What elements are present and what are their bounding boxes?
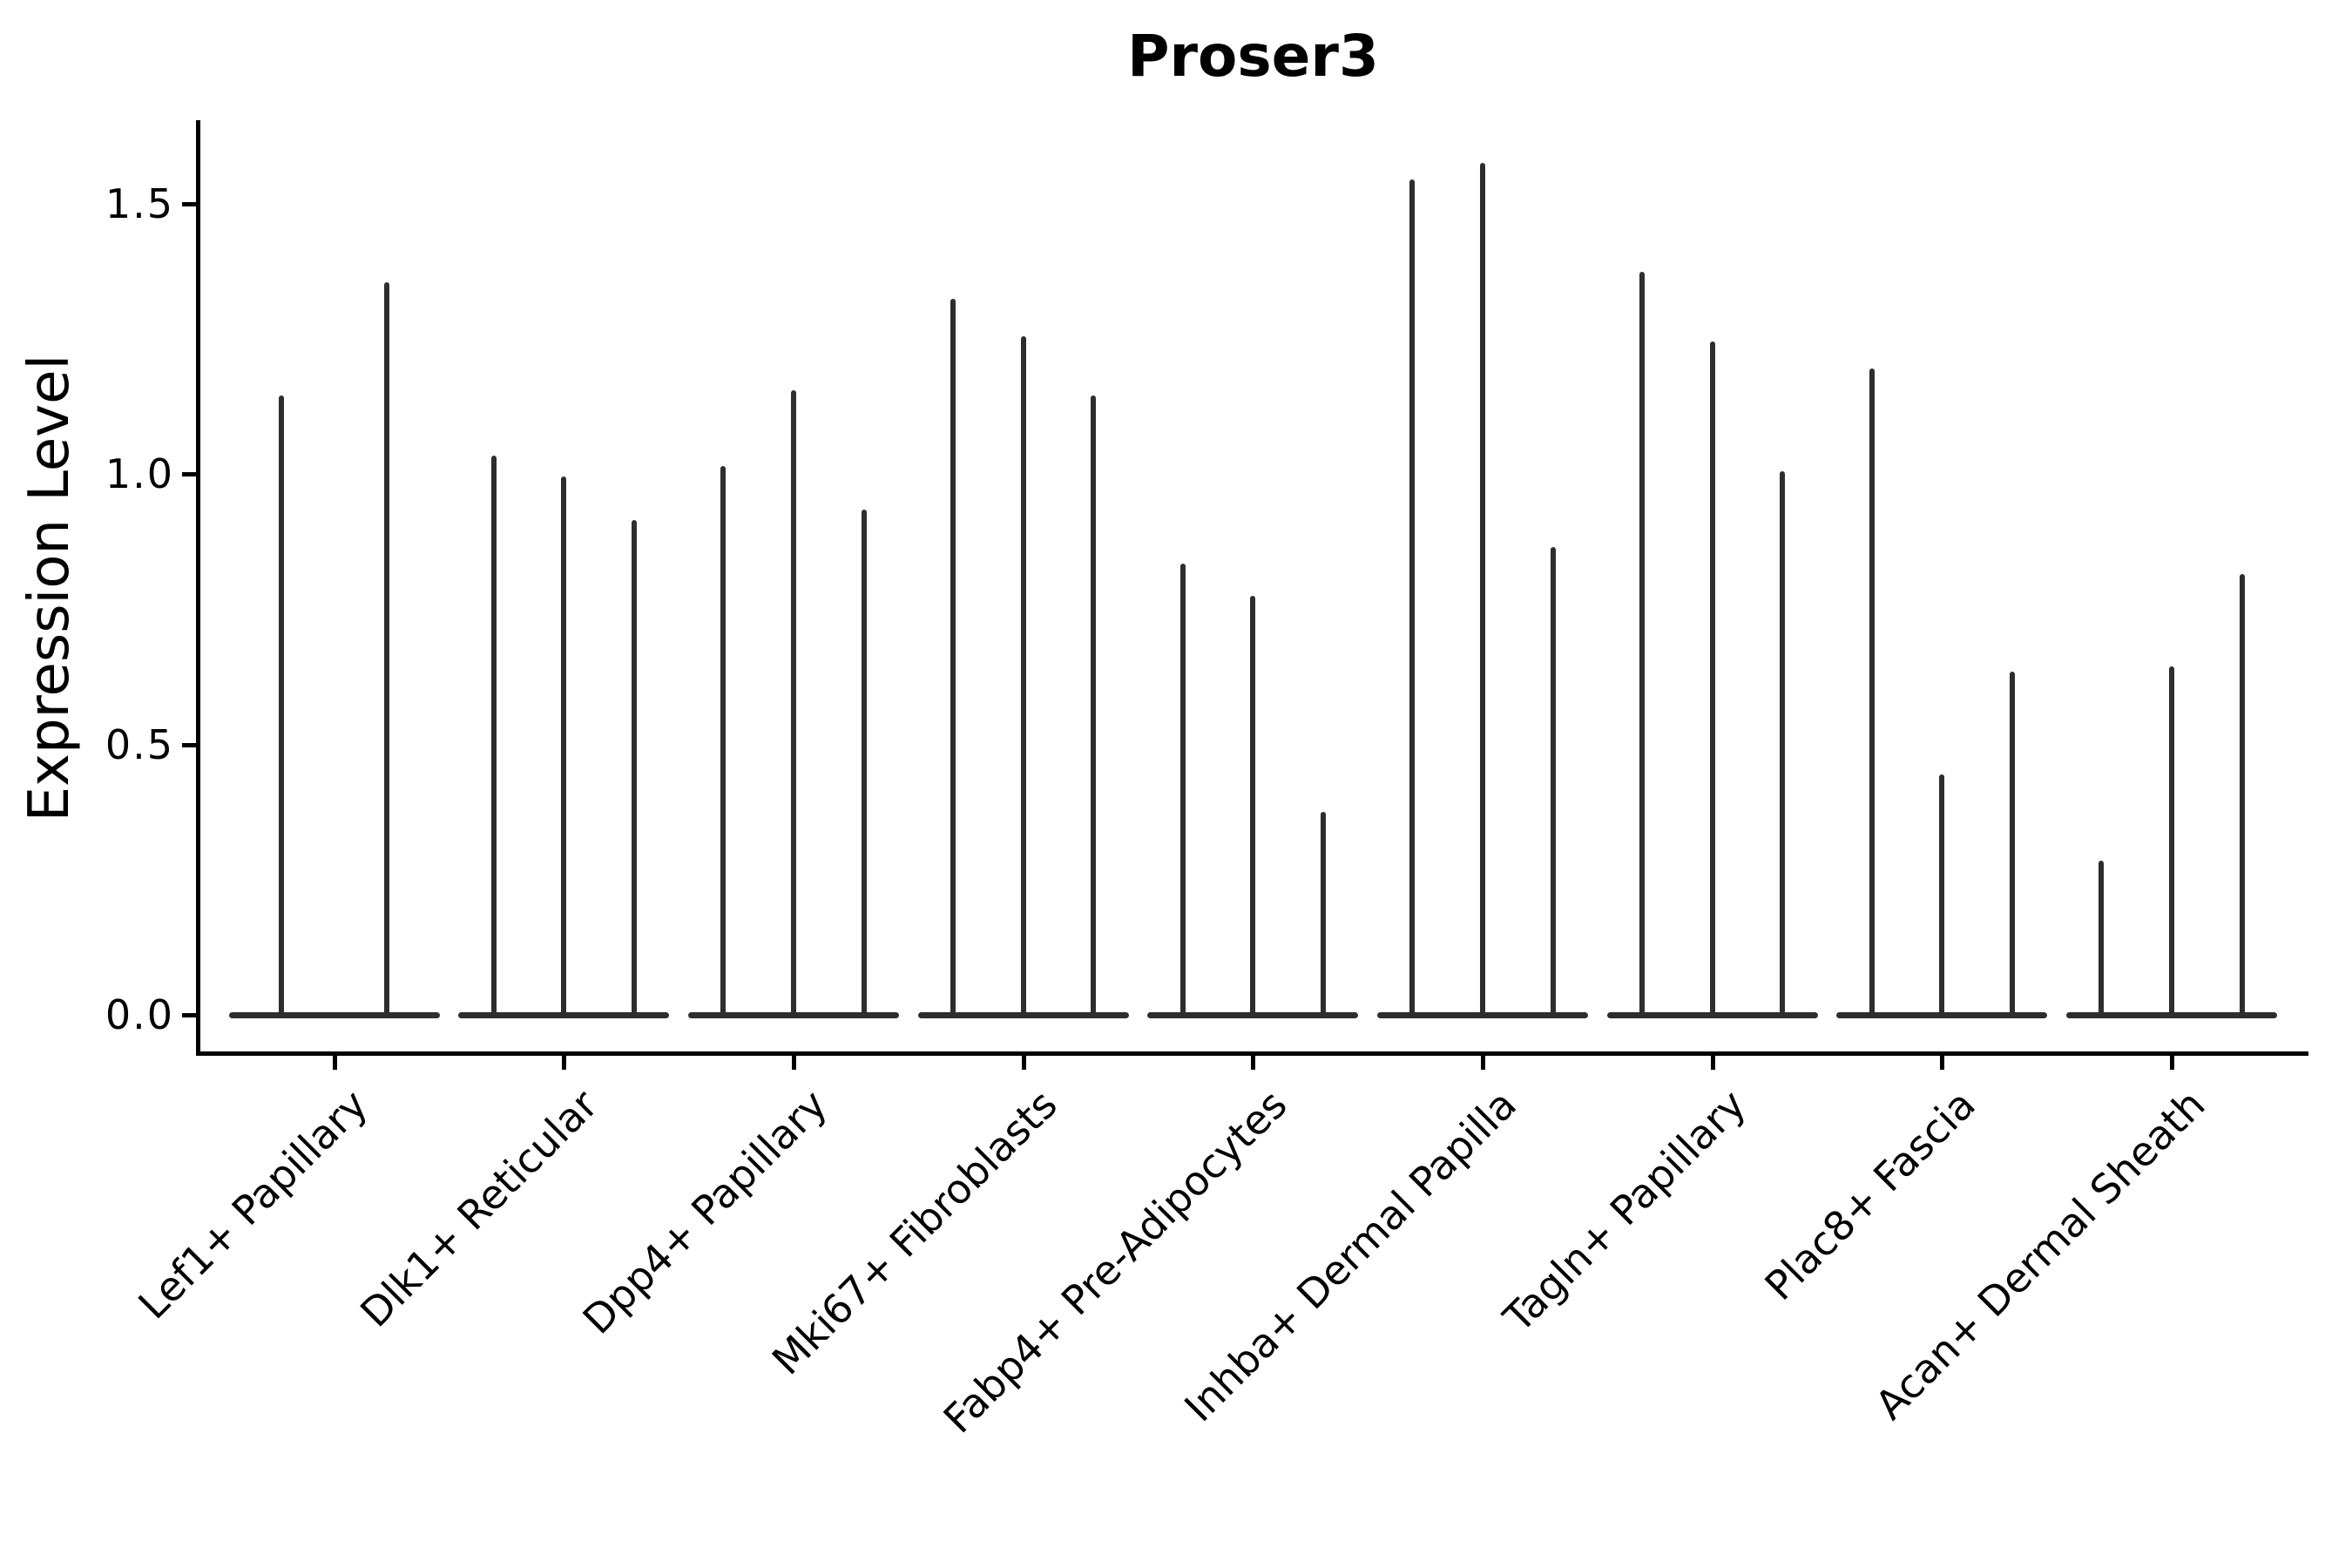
violin-spike	[1939, 774, 1945, 1015]
violin-spike	[1480, 163, 1485, 1015]
y-tick	[182, 742, 196, 747]
x-tick-label: Plac8+ Fascia	[1755, 1080, 1985, 1309]
y-tick-label: 1.0	[105, 450, 174, 498]
y-tick	[182, 201, 196, 206]
violin-spike	[1250, 595, 1256, 1015]
violin-base	[687, 1012, 899, 1018]
violin-spike	[2169, 666, 2175, 1015]
y-tick-label: 0.0	[105, 991, 174, 1038]
violin-spike	[1780, 471, 1786, 1015]
x-tick	[562, 1056, 567, 1070]
violin-spike	[1869, 368, 1875, 1015]
violin-base	[1147, 1012, 1359, 1018]
violin-spike	[2239, 574, 2245, 1015]
violin-spike	[950, 298, 956, 1015]
x-tick-label: Dpp4+ Papillary	[573, 1080, 836, 1343]
y-tick-label: 0.5	[105, 720, 174, 768]
x-tick	[1021, 1056, 1026, 1070]
x-tick-label: Lef1+ Papillary	[129, 1080, 377, 1328]
violin-spike	[631, 520, 637, 1015]
violin-spike	[2099, 861, 2105, 1015]
violin-base	[1377, 1012, 1588, 1018]
violin-spike	[2010, 671, 2016, 1015]
x-axis-line	[196, 1051, 2308, 1056]
x-tick	[1251, 1056, 1256, 1070]
x-tick-label: Tagln+ Papillary	[1494, 1080, 1755, 1342]
chart-title: Proser3	[1127, 23, 1379, 90]
y-tick	[182, 472, 196, 477]
violin-spike	[1320, 812, 1326, 1015]
violin-base	[458, 1012, 670, 1018]
x-tick	[1481, 1056, 1485, 1070]
violin-spike	[1639, 271, 1646, 1015]
y-axis-line	[196, 120, 200, 1056]
y-tick-label: 1.5	[105, 179, 174, 227]
violin-base	[917, 1012, 1129, 1018]
x-tick	[1940, 1056, 1945, 1070]
violin-spike	[790, 390, 796, 1015]
violin-spike	[1091, 395, 1097, 1015]
violin-base	[2066, 1012, 2278, 1018]
violin-spike	[384, 281, 389, 1015]
violin-spike	[1709, 341, 1715, 1015]
y-tick	[182, 1013, 196, 1017]
x-tick	[2170, 1056, 2175, 1070]
violin-base	[228, 1012, 440, 1018]
violin-spike	[1409, 179, 1416, 1015]
x-tick	[1710, 1056, 1715, 1070]
violin-spike	[279, 395, 284, 1015]
x-tick	[791, 1056, 796, 1070]
x-tick-label: Dlk1+ Reticular	[350, 1080, 606, 1336]
violin-spike	[1020, 336, 1026, 1015]
violin-spike	[720, 465, 727, 1015]
x-tick	[332, 1056, 337, 1070]
violin-spike	[561, 476, 567, 1015]
violin-base	[1606, 1012, 1818, 1018]
violin-spike	[490, 455, 497, 1015]
violin-spike	[1550, 547, 1556, 1015]
violin-base	[1836, 1012, 2048, 1018]
violin-spike	[1179, 563, 1186, 1015]
violin-spike	[861, 509, 867, 1015]
